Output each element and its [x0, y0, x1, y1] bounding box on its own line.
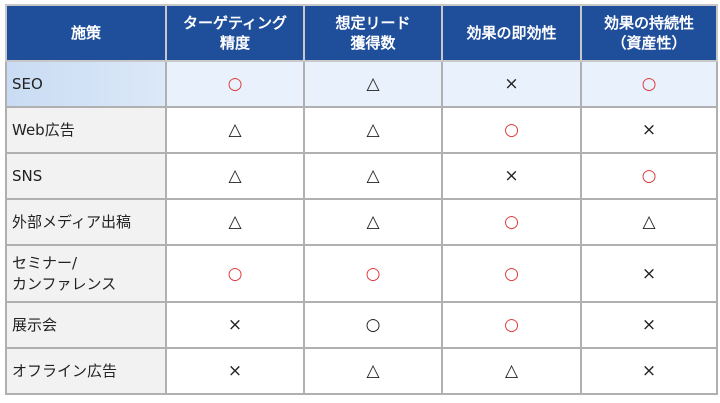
- rating-mark: ○: [504, 263, 519, 284]
- rating-mark: △: [366, 166, 380, 186]
- table-row: Web広告 △ △ ○ ×: [5, 106, 718, 154]
- rating-mark: ○: [504, 120, 519, 140]
- table-row: SEO ○ △ × ○: [5, 60, 718, 108]
- measure-name: オフライン広告: [5, 347, 167, 395]
- rating-cell: △: [580, 198, 718, 246]
- measure-name: SEO: [5, 60, 167, 108]
- rating-cell: ○: [441, 301, 582, 349]
- table-row: 展示会 × ○ ○ ×: [5, 301, 718, 349]
- rating-mark: △: [366, 212, 380, 232]
- column-header: 想定リード 獲得数: [303, 4, 443, 62]
- rating-mark: ○: [504, 315, 519, 335]
- rating-mark: ×: [227, 315, 243, 335]
- rating-mark: △: [366, 74, 380, 94]
- measure-name: 外部メディア出稿: [5, 198, 167, 246]
- rating-mark: ○: [365, 263, 381, 284]
- table-row: オフライン広告 × △ △ ×: [5, 347, 718, 395]
- rating-cell: ○: [441, 244, 582, 303]
- rating-cell: △: [303, 152, 443, 200]
- rating-mark: ×: [641, 361, 657, 381]
- rating-mark: △: [228, 120, 242, 140]
- rating-mark: ○: [227, 74, 243, 94]
- rating-mark: △: [642, 212, 656, 232]
- rating-cell: ○: [580, 152, 718, 200]
- table-row: セミナー/ カンファレンス ○ ○ ○ ×: [5, 244, 718, 303]
- table-row: 外部メディア出稿 △ △ ○ △: [5, 198, 718, 246]
- rating-cell: ×: [580, 244, 718, 303]
- rating-mark: ×: [227, 361, 243, 381]
- rating-mark: △: [228, 166, 242, 186]
- rating-mark: ○: [641, 74, 657, 94]
- rating-cell: △: [303, 106, 443, 154]
- rating-mark: △: [366, 120, 380, 140]
- rating-cell: ○: [441, 106, 582, 154]
- rating-mark: ×: [504, 74, 519, 94]
- column-header: 効果の即効性: [441, 4, 582, 62]
- measure-name: SNS: [5, 152, 167, 200]
- header-row: 施策 ターゲティング 精度 想定リード 獲得数 効果の即効性 効果の持続性 （資産性）: [5, 4, 718, 62]
- rating-mark: △: [228, 212, 242, 232]
- measure-name: Web広告: [5, 106, 167, 154]
- rating-cell: ○: [303, 301, 443, 349]
- column-header: 施策: [5, 4, 167, 62]
- rating-cell: ×: [165, 347, 305, 395]
- rating-mark: ×: [504, 166, 519, 186]
- rating-mark: ×: [641, 263, 657, 284]
- rating-cell: ×: [441, 60, 582, 108]
- rating-cell: △: [303, 347, 443, 395]
- rating-mark: ×: [641, 315, 657, 335]
- rating-mark: ×: [641, 120, 657, 140]
- rating-cell: ○: [165, 244, 305, 303]
- rating-cell: ×: [441, 152, 582, 200]
- rating-cell: ×: [580, 301, 718, 349]
- rating-cell: △: [303, 60, 443, 108]
- rating-mark: △: [366, 361, 380, 381]
- column-header: ターゲティング 精度: [165, 4, 305, 62]
- rating-mark: △: [504, 361, 519, 381]
- rating-cell: ○: [303, 244, 443, 303]
- rating-cell: △: [441, 347, 582, 395]
- measure-name: セミナー/ カンファレンス: [5, 244, 167, 303]
- rating-mark: ○: [365, 315, 381, 335]
- rating-cell: ○: [165, 60, 305, 108]
- column-header: 効果の持続性 （資産性）: [580, 4, 718, 62]
- comparison-table: 施策 ターゲティング 精度 想定リード 獲得数 効果の即効性 効果の持続性 （資産性） …: [5, 4, 718, 395]
- rating-cell: ○: [580, 60, 718, 108]
- rating-cell: △: [303, 198, 443, 246]
- rating-cell: ×: [580, 106, 718, 154]
- rating-cell: △: [165, 152, 305, 200]
- rating-cell: △: [165, 198, 305, 246]
- measure-name: 展示会: [5, 301, 167, 349]
- rating-cell: △: [165, 106, 305, 154]
- rating-cell: ×: [580, 347, 718, 395]
- rating-mark: ○: [227, 263, 243, 284]
- table-row: SNS △ △ × ○: [5, 152, 718, 200]
- rating-mark: ○: [641, 166, 657, 186]
- rating-cell: ○: [441, 198, 582, 246]
- rating-mark: ○: [504, 212, 519, 232]
- rating-cell: ×: [165, 301, 305, 349]
